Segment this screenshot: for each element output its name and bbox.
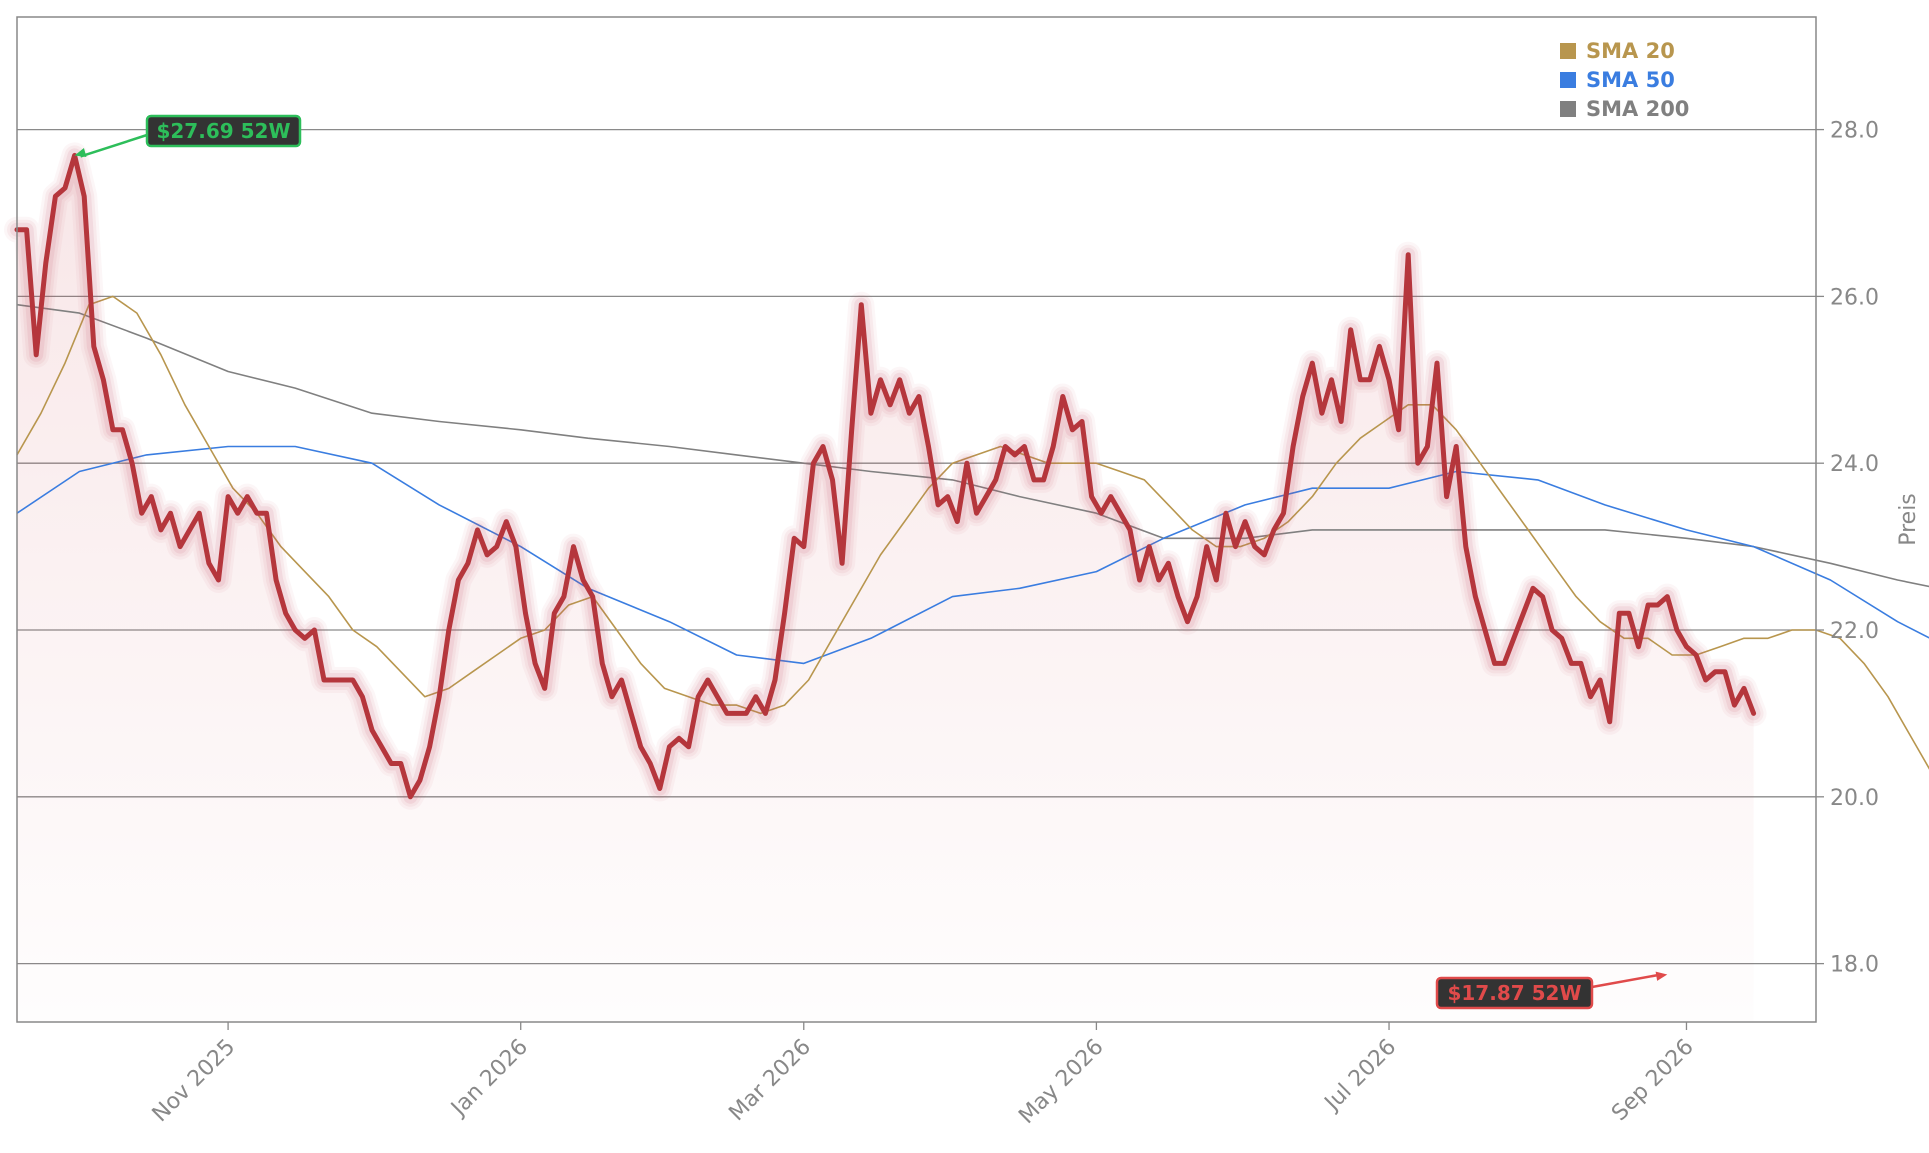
- price-line-group: [4, 142, 1767, 810]
- y-tick-label: 24.0: [1830, 452, 1879, 477]
- x-tick-label: Jan 2026: [445, 1035, 533, 1123]
- legend-swatch-sma20: [1560, 43, 1576, 59]
- legend-label-sma50: SMA 50: [1586, 68, 1675, 92]
- low-label-box: [1435, 976, 1594, 1010]
- y-tick-label: 18.0: [1830, 953, 1879, 978]
- high-arrow-line: [80, 133, 148, 158]
- price-area: [17, 155, 1754, 1022]
- plot-frame: [16, 16, 1817, 1023]
- legend-swatch-sma200: [1560, 101, 1576, 117]
- high-label-text: $27.69 52W: [156, 119, 290, 143]
- low-arrow-head: [1655, 971, 1668, 981]
- price-line: [14, 152, 1757, 800]
- legend-label-sma200: SMA 200: [1586, 97, 1689, 121]
- y-tick-label: 26.0: [1830, 285, 1879, 310]
- x-tick-label: Mar 2026: [724, 1035, 816, 1127]
- y-tick-label: 28.0: [1830, 119, 1879, 144]
- low-label-text: $17.87 52W: [1447, 981, 1581, 1005]
- y-tick-label: 22.0: [1830, 619, 1879, 644]
- legend: SMA 20 SMA 50 SMA 200: [1560, 39, 1689, 121]
- legend-swatch-sma50: [1560, 72, 1576, 88]
- x-tick-label: Sep 2026: [1607, 1035, 1699, 1127]
- annotations: $27.69 52W $17.87 52W: [74, 114, 1668, 1010]
- sma200-line: [16, 303, 1929, 588]
- high-arrow-head: [74, 147, 87, 157]
- legend-label-sma20: SMA 20: [1586, 39, 1675, 63]
- high-label-box: [145, 114, 302, 148]
- y-axis-title: Preis: [1896, 493, 1921, 546]
- y-tick-label: 20.0: [1830, 786, 1879, 811]
- sma20-line: [16, 295, 1929, 770]
- low-arrow-line: [1591, 973, 1662, 989]
- x-tick-label: Nov 2025: [148, 1035, 241, 1128]
- price-area-fill: [17, 155, 1754, 1022]
- sma50-line: [16, 445, 1929, 665]
- x-tick-label: May 2026: [1014, 1035, 1108, 1129]
- x-tick-label: Jul 2026: [1319, 1035, 1401, 1117]
- sma-lines: [16, 295, 1929, 770]
